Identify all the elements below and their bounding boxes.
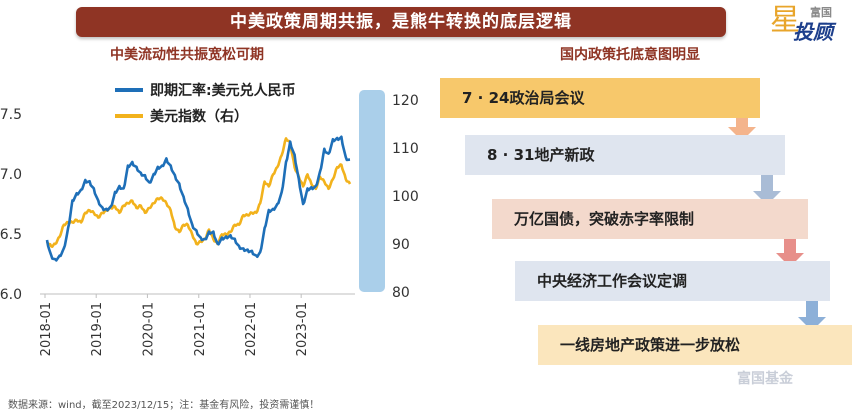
y-right-tick-label: 80 [392,285,410,301]
right-axis-band [359,90,385,292]
x-tick-label: 2020-01 [141,302,156,356]
x-tick-label: 2021-01 [193,302,208,356]
flow-arrow-stem [806,301,818,321]
y-right-tick-label: 100 [392,189,419,205]
flow-arrow-stem [784,239,796,257]
x-tick-label: 2022-01 [244,302,259,356]
y-right-ticks: 80 90 100 110 120 [392,93,419,301]
legend-label-rmb: 即期汇率:美元兑人民币 [150,82,296,99]
x-tick-label: 2019-01 [90,302,105,356]
logo-star-glyph: 星 [770,3,800,38]
y-left-ticks: 6.0 6.5 7.0 7.5 [0,107,22,303]
series-line-dxy [45,137,352,248]
fx-dollar-index-chart: 6.0 6.5 7.0 7.5 80 90 100 110 120 2018-01 2019-0… [0,82,419,356]
policy-step-4: 中央经济工作会议定调 [515,261,830,301]
series-line-rmb [45,135,351,262]
policy-step-5: 一线房地产政策进一步放松 [538,325,852,365]
banner-title: 中美政策周期共振，是熊牛转换的底层逻辑 [76,7,726,37]
logo-name-text: 投顾 [793,20,833,44]
policy-title: 国内政策托底意图明显 [560,47,700,63]
logo-small-text: 富国 [810,6,832,19]
policy-step-2: 8 · 31地产新政 [465,135,785,175]
y-left-tick-label: 6.5 [0,227,22,243]
chart-title: 中美流动性共振宽松可期 [110,47,264,63]
policy-step-label: 万亿国债，突破赤字率限制 [514,210,695,228]
data-source-note: 数据来源：wind，截至2023/12/15；注：基金有风险，投资需谨慎！ [8,400,320,411]
legend: 即期汇率:美元兑人民币 美元指数（右） [115,82,296,125]
policy-step-label: 7 · 24政治局会议 [462,89,585,107]
y-right-tick-label: 120 [392,93,419,109]
flow-arrow-stem [761,175,773,195]
series-lines [45,135,352,262]
policy-step-label: 8 · 31地产新政 [487,146,595,164]
x-ticks: 2018-01 2019-01 2020-01 2021-01 2022-01 2023-… [39,294,310,356]
x-tick-label: 2018-01 [39,302,54,356]
x-tick-label: 2023-01 [295,302,310,356]
watermark-text: 富国基金 [737,371,793,387]
y-left-tick-label: 7.0 [0,167,22,183]
policy-step-1: 7 · 24政治局会议 [440,78,760,118]
y-right-tick-label: 90 [392,237,410,253]
y-right-tick-label: 110 [392,141,419,157]
policy-step-label: 中央经济工作会议定调 [537,272,688,290]
policy-step-3: 万亿国债，突破赤字率限制 [492,199,808,239]
y-left-tick-label: 6.0 [0,287,22,303]
legend-label-dxy: 美元指数（右） [150,108,248,125]
y-left-tick-label: 7.5 [0,107,22,123]
policy-step-label: 一线房地产政策进一步放松 [560,336,741,354]
